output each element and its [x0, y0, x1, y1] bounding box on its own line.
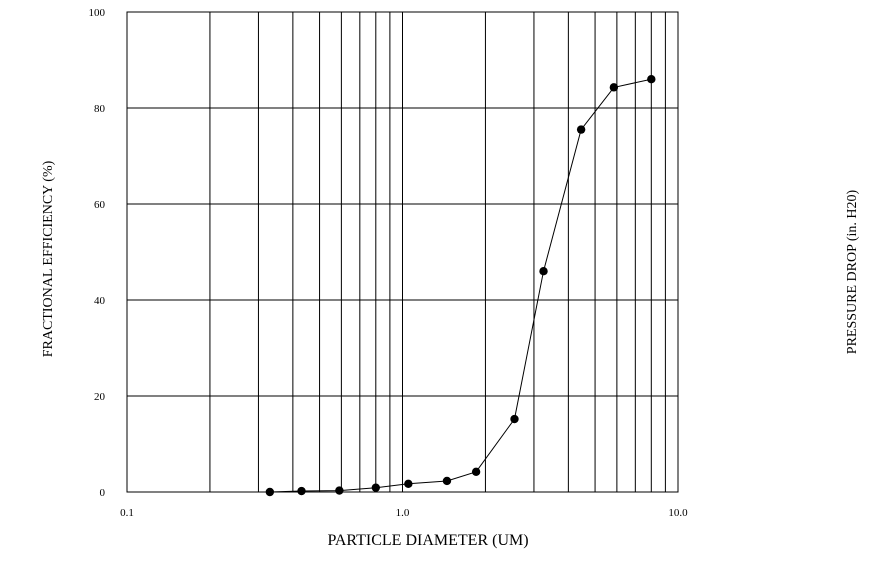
- data-point: [371, 483, 381, 492]
- data-point: [647, 75, 656, 84]
- y-tick-label: 0: [100, 487, 106, 499]
- data-point: [539, 267, 548, 276]
- series-line: [269, 78, 652, 493]
- data-point: [335, 486, 344, 495]
- plot-frame: [126, 11, 679, 493]
- data-point: [609, 83, 619, 92]
- data-points: [265, 75, 656, 497]
- y-tick-label: 20: [94, 391, 106, 403]
- data-point: [471, 467, 481, 477]
- data-point: [442, 476, 452, 486]
- data-point: [576, 125, 586, 134]
- data-point: [265, 487, 275, 497]
- x-tick-labels: 0.1 1.0 10.0: [120, 507, 688, 519]
- x-tick-label: 0.1: [120, 507, 134, 519]
- x-tick-label: 10.0: [668, 507, 688, 519]
- y-tick-labels: 0 20 40 60 80 100: [89, 7, 106, 499]
- data-point: [510, 414, 519, 424]
- y-tick-label: 60: [94, 199, 106, 211]
- y-axis-title: FRACTIONAL EFFICIENCY (%): [41, 160, 56, 357]
- x-tick-label: 1.0: [396, 507, 410, 519]
- x-axis-title: PARTICLE DIAMETER (UM): [327, 532, 528, 549]
- data-point: [297, 486, 306, 496]
- y-tick-label: 80: [94, 103, 106, 115]
- y-tick-label: 40: [94, 295, 106, 307]
- y-tick-label: 100: [89, 7, 106, 19]
- grid-layer: [127, 12, 678, 492]
- data-point: [404, 479, 413, 489]
- secondary-y-axis-title: PRESSURE DROP (in. H20): [845, 189, 860, 354]
